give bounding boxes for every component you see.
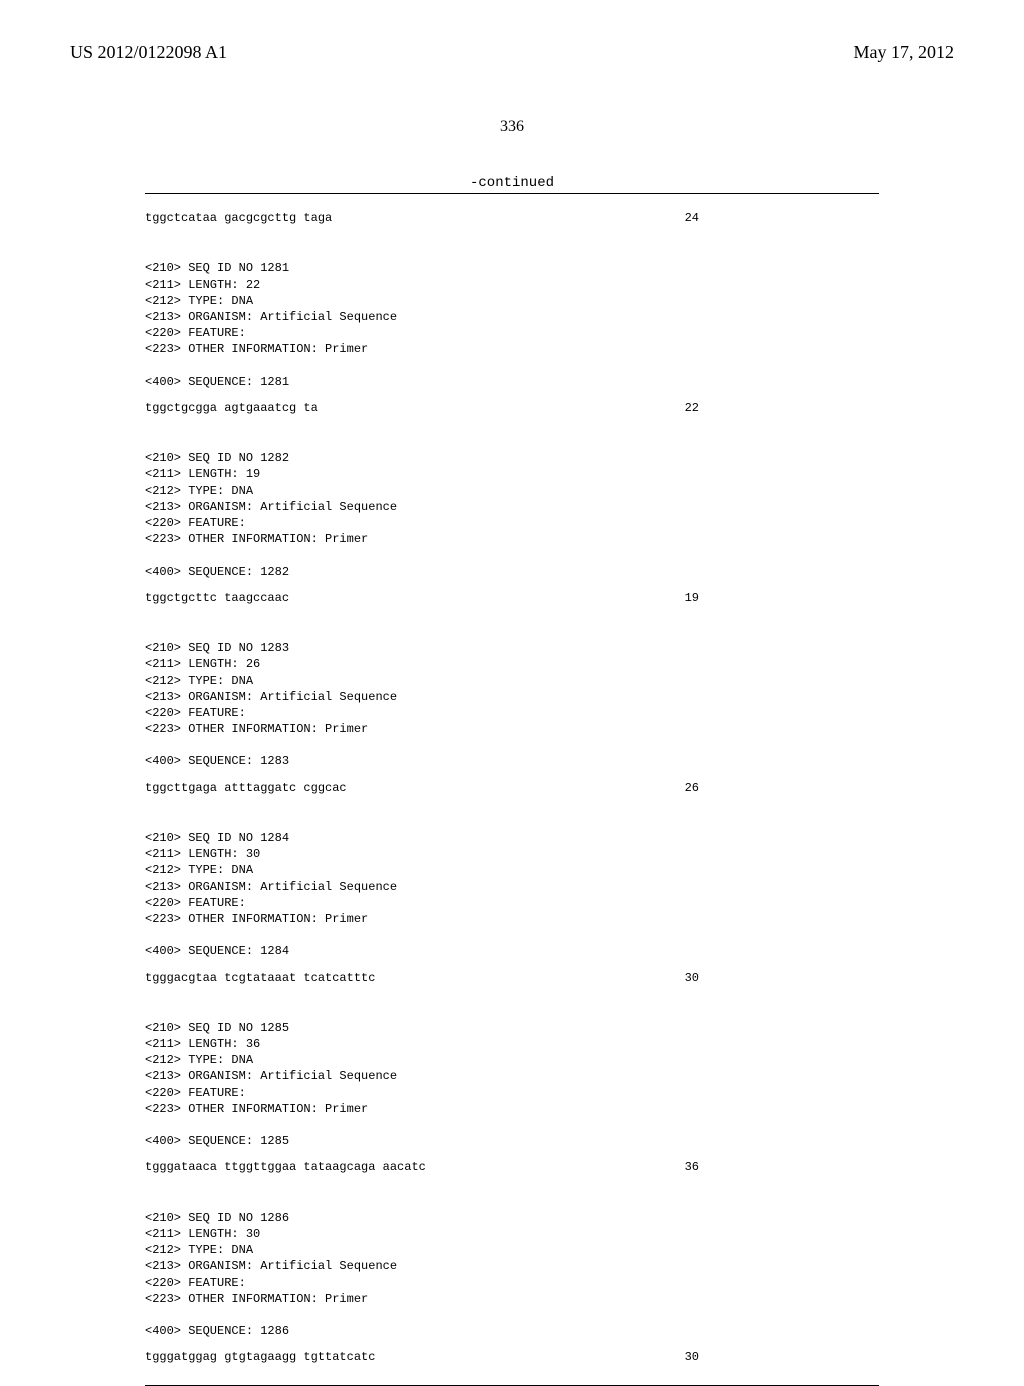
sequence-text: tgggataaca ttggttggaa tataagcaga aacatc xyxy=(145,1159,426,1175)
sequence-text: tggctgcttc taagccaac xyxy=(145,590,289,606)
sequence-length: 24 xyxy=(685,210,879,226)
header-left: US 2012/0122098 A1 xyxy=(70,42,227,63)
sequence-row: tggcttgaga atttaggatc cggcac 26 xyxy=(145,780,879,796)
page-header: US 2012/0122098 A1 May 17, 2012 xyxy=(0,42,1024,63)
sequence-length: 22 xyxy=(685,400,879,416)
sequence-length: 30 xyxy=(685,1349,879,1365)
sequence-row: tgggacgtaa tcgtataaat tcatcatttc 30 xyxy=(145,970,879,986)
entries-container: <210> SEQ ID NO 1281 <211> LENGTH: 22 <2… xyxy=(145,244,879,1365)
sequence-metadata: <210> SEQ ID NO 1286 <211> LENGTH: 30 <2… xyxy=(145,1194,879,1340)
sequence-length: 26 xyxy=(685,780,879,796)
sequence-metadata: <210> SEQ ID NO 1285 <211> LENGTH: 36 <2… xyxy=(145,1004,879,1150)
sequence-entry: <210> SEQ ID NO 1283 <211> LENGTH: 26 <2… xyxy=(145,624,879,796)
sequence-entry: <210> SEQ ID NO 1286 <211> LENGTH: 30 <2… xyxy=(145,1194,879,1366)
sequence-row: tgggataaca ttggttggaa tataagcaga aacatc 3… xyxy=(145,1159,879,1175)
sequence-metadata: <210> SEQ ID NO 1283 <211> LENGTH: 26 <2… xyxy=(145,624,879,770)
sequence-text: tggctgcgga agtgaaatcg ta xyxy=(145,400,318,416)
sequence-entry: <210> SEQ ID NO 1281 <211> LENGTH: 22 <2… xyxy=(145,244,879,416)
sequence-length: 36 xyxy=(685,1159,879,1175)
sequence-length: 30 xyxy=(685,970,879,986)
sequence-text: tggcttgaga atttaggatc cggcac xyxy=(145,780,347,796)
sequence-metadata: <210> SEQ ID NO 1281 <211> LENGTH: 22 <2… xyxy=(145,244,879,390)
sequence-text: tgggatggag gtgtagaagg tgttatcatc xyxy=(145,1349,375,1365)
sequence-entry: <210> SEQ ID NO 1282 <211> LENGTH: 19 <2… xyxy=(145,434,879,606)
sequence-entry: <210> SEQ ID NO 1284 <211> LENGTH: 30 <2… xyxy=(145,814,879,986)
continued-label: -continued xyxy=(145,175,879,191)
content: -continued tggctcataa gacgcgcttg taga 24… xyxy=(145,175,879,1386)
page: US 2012/0122098 A1 May 17, 2012 336 -con… xyxy=(0,0,1024,1320)
sequence-metadata: <210> SEQ ID NO 1282 <211> LENGTH: 19 <2… xyxy=(145,434,879,580)
sequence-row: tggctgcgga agtgaaatcg ta 22 xyxy=(145,400,879,416)
header-right: May 17, 2012 xyxy=(854,42,955,63)
sequence-entry: <210> SEQ ID NO 1285 <211> LENGTH: 36 <2… xyxy=(145,1004,879,1176)
page-number: 336 xyxy=(0,118,1024,136)
sequence-metadata: <210> SEQ ID NO 1284 <211> LENGTH: 30 <2… xyxy=(145,814,879,960)
sequence-row: tggctcataa gacgcgcttg taga 24 xyxy=(145,210,879,226)
sequence-text: tgggacgtaa tcgtataaat tcatcatttc xyxy=(145,970,375,986)
sequence-row: tggctgcttc taagccaac 19 xyxy=(145,590,879,606)
sequence-row: tgggatggag gtgtagaagg tgttatcatc 30 xyxy=(145,1349,879,1365)
sequence-text: tggctcataa gacgcgcttg taga xyxy=(145,210,332,226)
sequence-length: 19 xyxy=(685,590,879,606)
